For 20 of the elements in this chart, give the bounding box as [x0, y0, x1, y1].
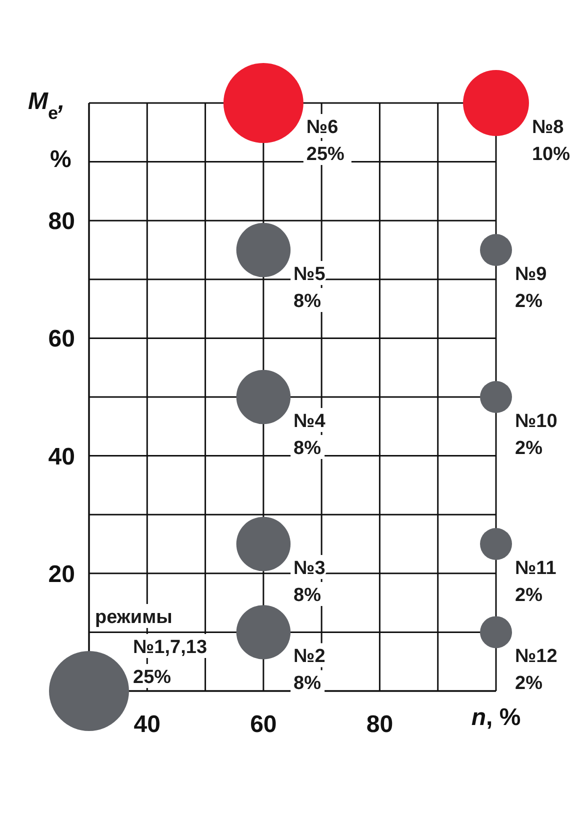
- y-tick-label: 40: [48, 443, 75, 470]
- data-label: №6 25%: [306, 117, 345, 165]
- x-tick-label: 60: [250, 711, 277, 738]
- x-axis-title: n, %: [471, 704, 521, 731]
- text: M$_{e}$, %: [28, 88, 72, 173]
- data-label: №10 2%: [515, 411, 558, 459]
- data-label: №2 8%: [294, 646, 326, 694]
- data-label: №9 2%: [515, 264, 547, 312]
- data-label: режимы №1,7,13 25%: [95, 607, 208, 688]
- x-tick-label: 80: [366, 711, 394, 738]
- data-label: №12 2%: [515, 646, 558, 694]
- data-label: №8 10%: [532, 117, 570, 165]
- y-tick-label: 60: [48, 326, 75, 353]
- data-label: №3 8%: [294, 558, 326, 606]
- x-tick-label: 40: [134, 711, 160, 738]
- y-tick-label: 20: [48, 560, 75, 588]
- y-tick-label: 80: [48, 208, 75, 236]
- data-label: №4 8%: [294, 411, 326, 459]
- data-label: №11 2%: [515, 558, 557, 606]
- data-label: №5 8%: [294, 264, 326, 312]
